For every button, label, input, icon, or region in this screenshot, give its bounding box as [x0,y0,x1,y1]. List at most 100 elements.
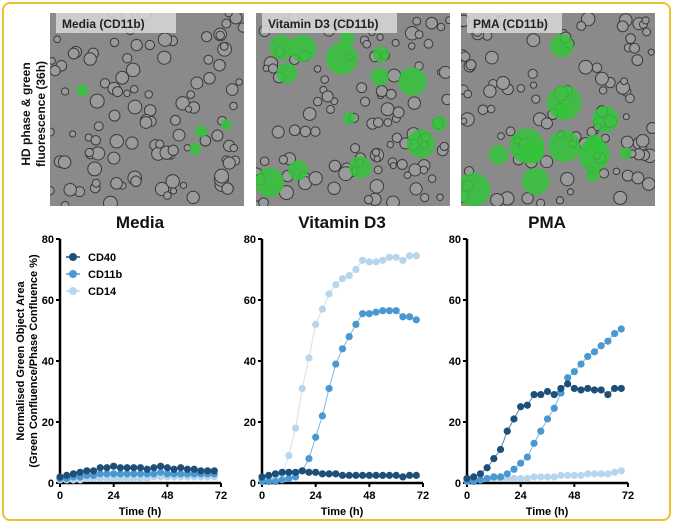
cell [477,104,489,116]
data-point [597,386,605,394]
legend: CD40 CD11b CD14 [66,252,123,298]
cell [540,117,553,130]
cell [407,96,421,110]
chart-title: PMA [528,213,566,232]
cell [372,117,384,128]
data-point [570,368,578,376]
y-tick-label: 60 [42,295,54,307]
cell [321,90,334,103]
cell [69,130,77,138]
cell [526,33,541,48]
data-point [150,464,158,472]
y-tick-label: 80 [244,234,256,246]
cell [221,18,232,29]
cell [616,20,629,33]
cell [130,38,143,52]
data-point [564,380,572,388]
cell [203,54,214,65]
cell [60,87,70,96]
cell [213,58,226,72]
data-point [490,455,498,463]
cell [60,200,70,206]
green-fluorescent-cell [189,143,202,155]
green-fluorescent-cell [461,172,491,206]
cell [90,135,101,146]
cell [278,154,289,165]
cell [310,126,321,137]
cell [420,193,430,203]
cell [436,22,446,32]
cell [622,113,630,121]
cell [125,136,139,150]
data-point [550,404,558,412]
green-fluorescent-cell [547,85,582,120]
image-label-bg [262,13,397,33]
data-point [399,256,407,264]
data-point [365,258,373,266]
data-point [543,415,552,423]
cell [57,155,72,169]
data-point [530,473,538,481]
cell [391,132,403,144]
cell [312,96,323,107]
cell [50,57,56,65]
legend-marker [69,270,77,278]
x-tick-label: 72 [417,490,429,502]
legend-label: CD40 [88,252,116,264]
cell [308,171,323,186]
cell [496,76,511,90]
cell [363,195,374,205]
data-point [412,316,420,324]
data-point [523,474,531,483]
data-point [517,459,525,467]
data-point [325,290,333,298]
series-cd14 [258,252,420,484]
cell [423,38,434,49]
data-point [610,384,619,393]
legend-marker [69,287,77,295]
cell [620,135,634,149]
cell [647,48,655,56]
green-fluorescent-cell [269,35,294,60]
data-point [345,333,353,341]
data-point [584,352,592,361]
x-tick-label: 0 [57,490,63,502]
data-point [577,360,585,368]
cell [419,165,429,175]
data-point [278,468,286,476]
cell [409,182,423,196]
x-tick-label: 24 [310,490,323,502]
cell [89,93,105,109]
cell [110,177,123,190]
cell [445,16,450,25]
green-fluorescent-cell [343,112,356,125]
y-axis-label-line1: Normalised Green Object Area [15,281,27,441]
cell [157,50,172,65]
y-tick-label: 40 [449,356,461,368]
data-point [183,465,192,473]
cell [461,117,468,125]
series-cd11b [258,307,420,486]
data-point [177,470,185,478]
cell [186,190,200,204]
data-point [372,308,380,316]
data-point [604,390,612,399]
cell [129,85,139,94]
cell [631,171,645,185]
data-point [352,471,360,479]
data-point [103,464,111,472]
x-tick-label: 24 [108,490,121,502]
data-point [123,470,131,478]
x-tick-label: 48 [161,490,173,502]
cell [612,167,621,176]
series-cd40 [258,467,420,481]
data-point [352,320,360,328]
data-point [352,265,360,274]
cell [109,37,120,48]
data-point [590,386,599,394]
data-point [550,390,558,399]
data-point [412,471,420,479]
cell [139,116,153,129]
cell [288,124,301,137]
data-point [298,467,306,475]
